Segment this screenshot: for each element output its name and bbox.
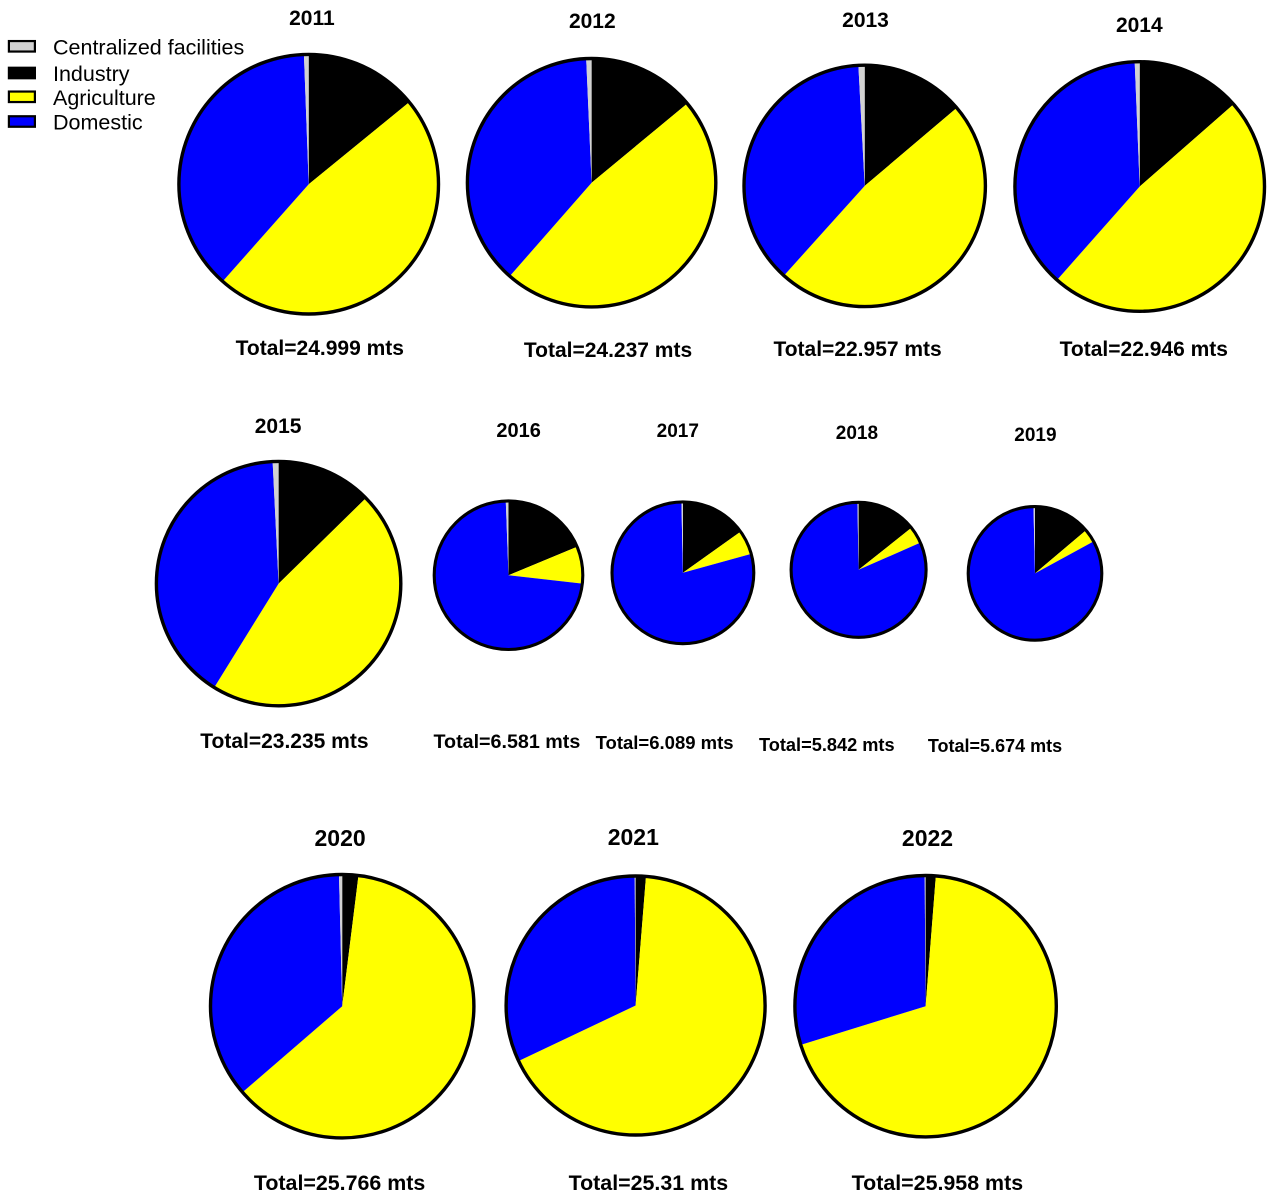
svg-text:Domestic: Domestic [53,111,143,135]
svg-text:Industry: Industry [53,62,130,86]
svg-text:Agriculture: Agriculture [53,86,156,110]
svg-text:Centralized facilities: Centralized facilities [53,35,244,59]
